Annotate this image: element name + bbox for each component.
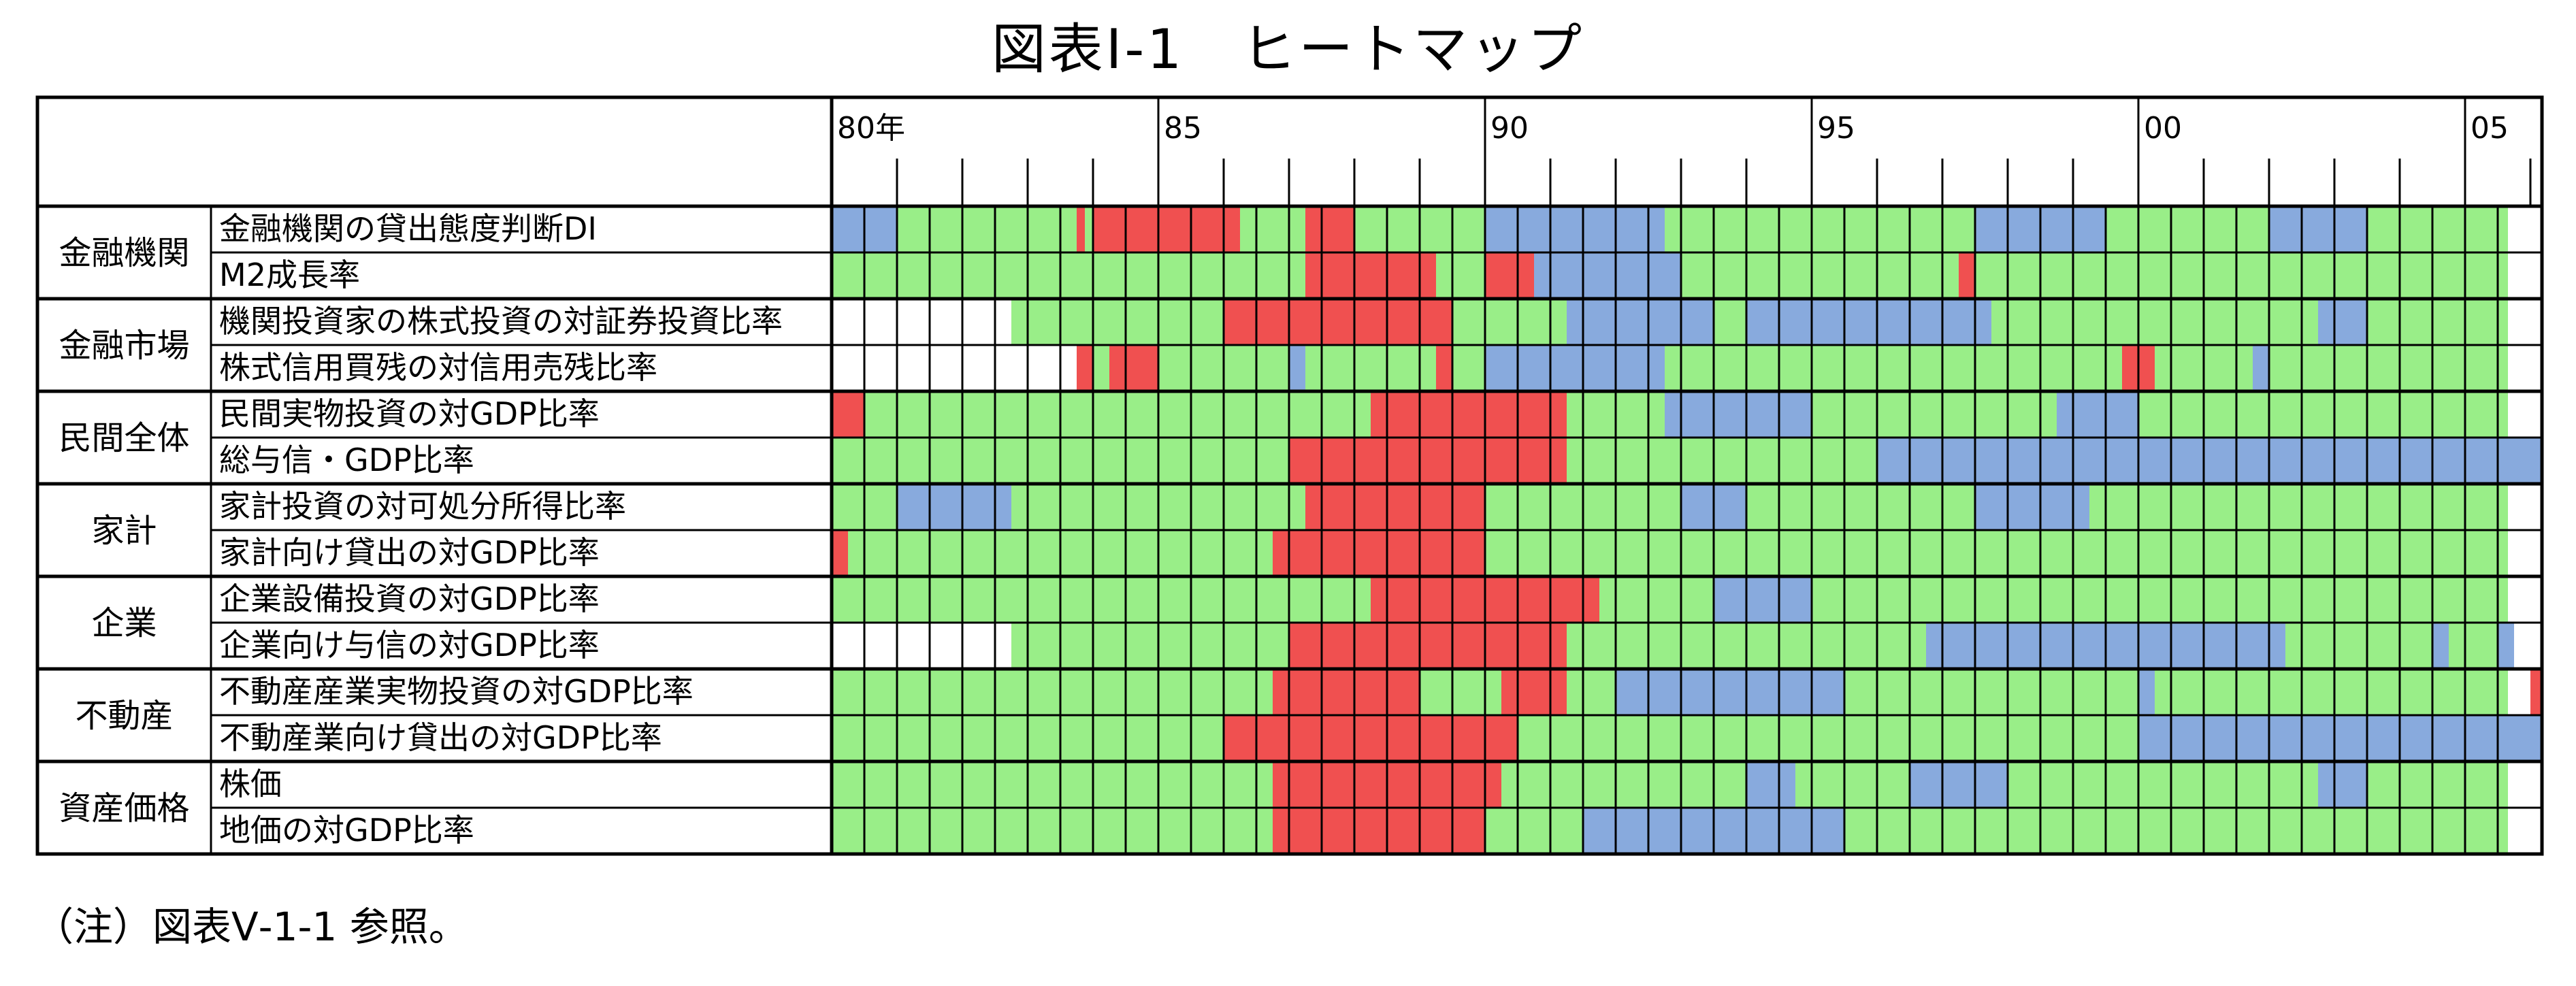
heatmap-cell-blue xyxy=(1485,345,1665,391)
row-label: M2成長率 xyxy=(219,257,360,293)
heatmap-cell-blue xyxy=(2057,391,2138,438)
heatmap-cell-blue xyxy=(1975,484,2089,530)
group-label: 家計 xyxy=(91,512,157,550)
row-label: 機関投資家の株式投資の対証券投資比率 xyxy=(219,303,783,340)
year-tick-label: 90 xyxy=(1490,111,1529,146)
row-label: 不動産業向け貸出の対GDP比率 xyxy=(219,719,662,756)
heatmap-cell-red xyxy=(1093,206,1109,252)
heatmap-cell-red xyxy=(832,391,864,438)
heatmap-cell-empty xyxy=(832,345,1077,391)
heatmap-cell-blue xyxy=(2498,623,2514,669)
year-tick-label: 80年 xyxy=(837,111,905,146)
heatmap-cell-red xyxy=(1289,438,1567,484)
group-label: 金融機関 xyxy=(59,234,189,272)
heatmap-cell-blue xyxy=(2318,299,2367,345)
heatmap-cell-blue xyxy=(1485,206,1665,252)
chart-title: 図表Ⅰ-1 ヒートマップ xyxy=(991,18,1585,81)
row-label: 不動産産業実物投資の対GDP比率 xyxy=(219,673,694,710)
row-label: 家計向け貸出の対GDP比率 xyxy=(219,534,600,571)
row-label: 家計投資の対可処分所得比率 xyxy=(219,488,626,525)
row-label: 金融機関の貸出態度判断DI xyxy=(219,210,597,247)
heatmap-cell-red xyxy=(1273,808,1485,854)
heatmap-cell-red xyxy=(1273,669,1420,715)
heatmap-cell-blue xyxy=(1534,252,1681,299)
heatmap-cell-red xyxy=(1273,530,1485,576)
row-label: 企業設備投資の対GDP比率 xyxy=(219,580,600,617)
heatmap-cell-red xyxy=(832,530,848,576)
footnote: （注）図表Ⅴ-1-1 参照。 xyxy=(34,904,468,950)
heatmap-cell-red xyxy=(1501,669,1567,715)
year-tick-label: 85 xyxy=(1164,111,1202,146)
heatmap-cell-red xyxy=(1305,484,1485,530)
row-label: 企業向け与信の対GDP比率 xyxy=(219,627,600,663)
heatmap-cell-red xyxy=(1289,623,1567,669)
heatmap-cell-red xyxy=(1224,715,1518,761)
row-label: 株価 xyxy=(219,766,282,802)
heatmap-cell-red xyxy=(1959,252,1975,299)
heatmap-cell-blue xyxy=(1567,299,1714,345)
heatmap-cell-blue xyxy=(2253,345,2269,391)
heatmap-cell-red xyxy=(1109,345,1158,391)
row-label: 地価の対GDP比率 xyxy=(219,812,474,849)
row-label: 民間実物投資の対GDP比率 xyxy=(219,395,600,432)
year-tick-label: 05 xyxy=(2471,111,2509,146)
heatmap-cell-blue xyxy=(1665,391,1812,438)
heatmap-cell-red xyxy=(1371,391,1567,438)
heatmap-cell-blue xyxy=(897,484,1011,530)
group-label: 金融市場 xyxy=(59,327,189,365)
heatmap-cell-blue xyxy=(2138,669,2155,715)
heatmap-cell-empty xyxy=(832,623,1011,669)
row-label: 総与信・GDP比率 xyxy=(219,442,474,478)
heatmap-cell-red xyxy=(1077,206,1085,252)
heatmap-cell-red xyxy=(1305,206,1354,252)
heatmap-cell-blue xyxy=(1289,345,1305,391)
group-label: 民間全体 xyxy=(59,419,189,457)
heatmap-cell-blue xyxy=(2432,623,2449,669)
heatmap-cell-red xyxy=(1224,299,1452,345)
heatmap-cell-blue xyxy=(2530,715,2542,761)
year-tick-label: 00 xyxy=(2144,111,2182,146)
group-label: 企業 xyxy=(91,604,157,642)
heatmap-cell-blue xyxy=(1746,299,1991,345)
heatmap-cell-blue xyxy=(2318,761,2367,808)
heatmap-cell-blue xyxy=(1877,438,2542,484)
heatmap-cell-red xyxy=(2530,669,2542,715)
year-tick-label: 95 xyxy=(1817,111,1855,146)
heatmap-cell-blue xyxy=(1910,761,2008,808)
heatmap-cell-blue xyxy=(2269,206,2367,252)
heatmap-cell-red xyxy=(1485,252,1534,299)
heatmap-cell-blue xyxy=(1616,669,1844,715)
heatmap-cell-blue xyxy=(1746,761,1795,808)
heatmap-cell-blue xyxy=(1714,576,1812,623)
heatmap-cell-red xyxy=(1305,252,1436,299)
table-frame xyxy=(35,95,2544,856)
group-label: 資産価格 xyxy=(59,789,189,827)
heatmap-cell-red xyxy=(1436,345,1452,391)
heatmap-cell-red xyxy=(1109,206,1240,252)
group-label: 不動産 xyxy=(75,697,173,735)
heatmap-cell-red xyxy=(1077,345,1093,391)
heatmap-cell-empty xyxy=(832,299,1011,345)
row-label: 株式信用買残の対信用売残比率 xyxy=(219,349,657,386)
